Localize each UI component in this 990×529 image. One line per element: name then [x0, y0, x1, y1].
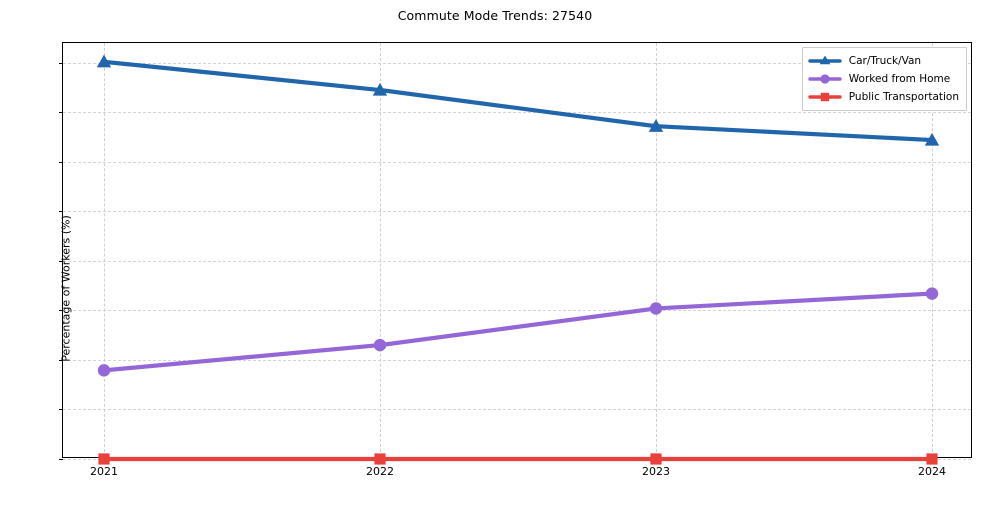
series-public-transportation: [98, 453, 938, 465]
data-point-marker: [926, 453, 938, 465]
gridline-horizontal: [63, 310, 971, 312]
data-point-marker: [925, 287, 939, 300]
y-tick-mark: [59, 260, 63, 262]
gridline-horizontal: [63, 161, 971, 163]
x-tick-label: 2021: [90, 465, 118, 478]
data-point-marker: [97, 364, 111, 377]
y-tick-mark: [59, 211, 63, 213]
data-point-marker: [374, 453, 386, 465]
chart-title: Commute Mode Trends: 27540: [397, 8, 593, 23]
series-plot: [96, 54, 940, 465]
gridline-vertical: [932, 43, 933, 457]
x-tick-label: 2022: [366, 465, 394, 478]
data-point-marker: [650, 453, 662, 465]
legend-swatch-circle-icon: [808, 70, 842, 88]
data-point-marker: [372, 82, 388, 96]
gridline-horizontal: [63, 112, 971, 114]
gridline-vertical: [104, 43, 105, 457]
legend-item[interactable]: Public Transportation: [808, 88, 959, 106]
y-tick-mark: [59, 310, 63, 312]
gridline-horizontal: [63, 409, 971, 411]
series-car-truck-van: [96, 54, 940, 146]
x-tick-label: 2024: [918, 465, 946, 478]
x-tick-label: 2023: [642, 465, 670, 478]
plot-area: Percentage of Workers (%) 0%10%20%30%40%…: [59, 42, 972, 478]
gridline-vertical: [380, 43, 381, 457]
data-point-marker: [924, 132, 940, 146]
data-point-marker: [648, 119, 664, 132]
gridline-horizontal: [63, 260, 971, 262]
gridline-horizontal: [63, 359, 971, 361]
data-point-marker: [649, 302, 663, 315]
y-tick-mark: [59, 112, 63, 114]
data-point-marker: [96, 54, 112, 68]
legend-item[interactable]: Worked from Home: [808, 70, 959, 88]
legend-label: Public Transportation: [848, 91, 959, 103]
y-tick-mark: [59, 62, 63, 64]
legend-label: Car/Truck/Van: [848, 55, 922, 67]
gridline-vertical: [656, 43, 657, 457]
series-worked-from-home: [97, 287, 939, 377]
gridline-horizontal: [63, 211, 971, 213]
legend-swatch-triangle-icon: [808, 52, 842, 70]
data-point-marker: [373, 338, 387, 352]
legend-item[interactable]: Car/Truck/Van: [808, 52, 959, 70]
y-tick-mark: [59, 359, 63, 361]
chart-legend: Car/Truck/Van Worked from Home Public Tran…: [801, 47, 967, 111]
legend-swatch-square-icon: [808, 88, 842, 106]
data-point-marker: [98, 453, 110, 465]
series-line: [101, 291, 935, 373]
gridline-horizontal: [63, 62, 971, 64]
series-line: [101, 59, 935, 143]
chart-figure: Commute Mode Trends: 27540 Percentage of…: [59, 8, 972, 478]
y-tick-mark: [59, 459, 63, 460]
y-tick-mark: [59, 409, 63, 411]
y-tick-mark: [59, 161, 63, 163]
legend-label: Worked from Home: [848, 73, 951, 85]
